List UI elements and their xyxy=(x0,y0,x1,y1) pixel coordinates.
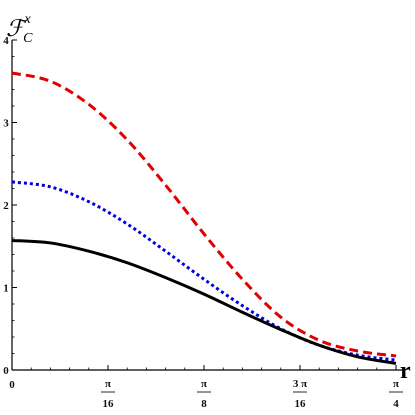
y-tick-label: 0 xyxy=(3,365,9,377)
x-axis-label: r xyxy=(400,358,411,384)
x-tick-numerator: π xyxy=(105,378,111,390)
x-tick-label: 3 π 16 xyxy=(293,378,307,410)
axes xyxy=(11,39,402,371)
x-tick-label: 0 xyxy=(9,379,15,391)
series-line-3 xyxy=(11,238,397,365)
x-tick-denominator: 8 xyxy=(201,398,207,410)
series-line-1 xyxy=(11,71,397,358)
series-line-2 xyxy=(11,180,397,362)
x-tick-denominator: 16 xyxy=(295,398,307,410)
x-tick-label: π4 xyxy=(389,378,403,410)
x-tick-label: π8 xyxy=(197,378,211,410)
y-tick-label: 1 xyxy=(3,283,9,295)
x-tick-numerator: 3 π xyxy=(293,378,307,390)
x-tick-label: π 16 xyxy=(101,378,115,410)
x-tick-numerator: π xyxy=(201,378,207,390)
y-tick-label: 2 xyxy=(3,200,9,212)
x-tick-numerator: π xyxy=(393,378,399,390)
y-axis-label: ℱCx xyxy=(6,12,33,46)
y-tick-label: 4 xyxy=(3,35,9,47)
x-tick-denominator: 16 xyxy=(103,398,115,410)
series-lines xyxy=(11,71,397,365)
x-tick-denominator: 4 xyxy=(393,398,399,410)
y-tick-label: 3 xyxy=(3,118,9,130)
